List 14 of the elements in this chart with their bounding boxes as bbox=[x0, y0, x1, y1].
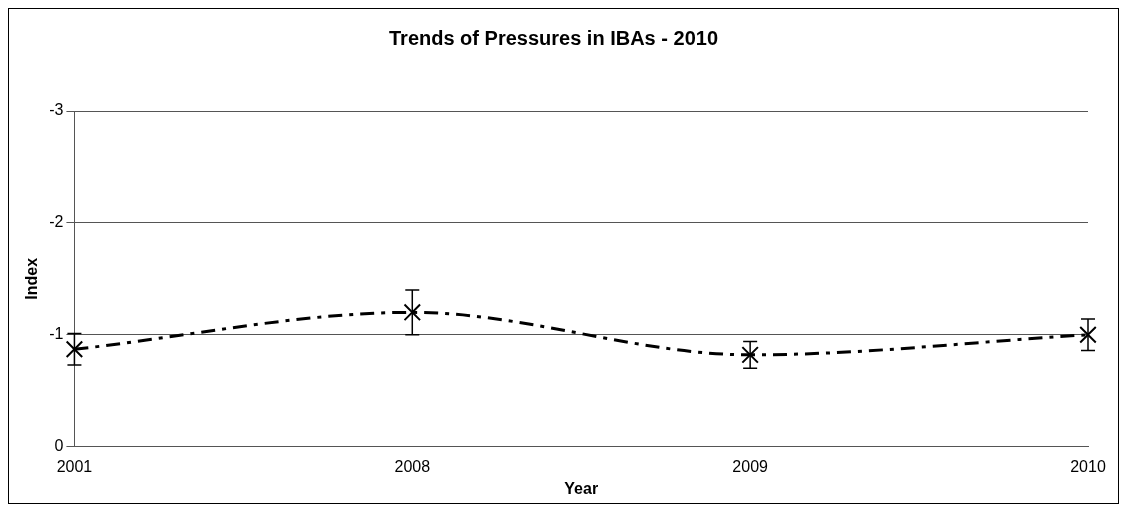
x-tick-label: 2010 bbox=[1070, 457, 1106, 475]
chart-title: Trends of Pressures in IBAs - 2010 bbox=[388, 26, 719, 49]
y-tick-label: -3 bbox=[49, 101, 64, 119]
y-tick-label: 0 bbox=[54, 437, 64, 455]
y-tick-label: -2 bbox=[49, 213, 64, 231]
point bbox=[403, 303, 422, 322]
x-tick-label: 2001 bbox=[56, 457, 93, 475]
point bbox=[1079, 325, 1097, 344]
x-axis-title: Year bbox=[564, 479, 599, 497]
y-tick-label: -1 bbox=[49, 325, 64, 343]
y-axis-title: Index bbox=[23, 257, 41, 300]
point bbox=[741, 346, 759, 364]
x-tick-label: 2008 bbox=[394, 457, 431, 475]
x-tick-label: 2009 bbox=[732, 457, 769, 475]
